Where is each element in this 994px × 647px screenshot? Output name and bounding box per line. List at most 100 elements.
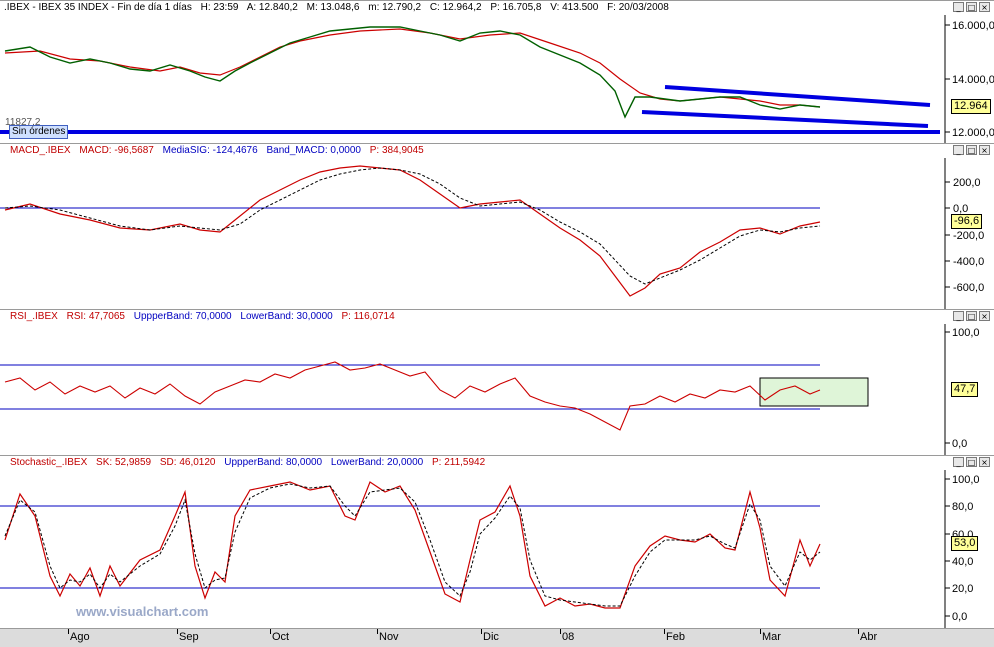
stoch-lower-label: LowerBand: 20,0000 (330, 457, 424, 468)
macd-name-label: MACD_.IBEX (10, 145, 71, 156)
month-label: Nov (379, 631, 399, 643)
rsi-pane[interactable]: RSI_.IBEX RSI: 47,7065 UppperBand: 70,00… (0, 309, 994, 456)
time-axis: Ago Sep Oct Nov Dic 08 Feb Mar Abr (0, 628, 994, 647)
low-label: m: 12.790,2 (368, 2, 422, 13)
macd-y-ticks: 200,0 0,0 -200,0 -400,0 -600,0 (945, 177, 984, 294)
minimize-button[interactable]: _ (953, 457, 964, 467)
last-value-box: 12.964 (951, 99, 991, 114)
macd-last-value-box: -96,6 (951, 214, 983, 229)
y-tick-label: 80,0 (952, 501, 973, 513)
price-pane-window-buttons: _ □ × (953, 2, 990, 12)
macd-pane-window-buttons: _ □ × (953, 145, 990, 155)
stochastic-pane-window-buttons: _ □ × (953, 457, 990, 467)
upper-trend-line[interactable] (664, 85, 931, 107)
stoch-sk-line (4, 481, 821, 609)
y-tick-label: 100,0 (952, 327, 980, 339)
y-tick-label: -400,0 (953, 256, 984, 268)
y-tick-label: 200,0 (953, 177, 981, 189)
month-label: Abr (860, 631, 878, 643)
month-tick (481, 629, 482, 634)
rsi-pane-window-buttons: _ □ × (953, 311, 990, 321)
month-label: Mar (762, 631, 781, 643)
minimize-button[interactable]: _ (953, 311, 964, 321)
volume-label: V: 413.500 (550, 2, 599, 13)
price-tag: 11827,2 (5, 117, 41, 128)
maximize-button[interactable]: □ (966, 457, 977, 467)
price-pane-header: .IBEX - IBEX 35 INDEX - Fin de día 1 día… (0, 1, 994, 15)
close-button[interactable]: × (979, 145, 990, 155)
maximize-button[interactable]: □ (966, 2, 977, 12)
p-label: P: 16.705,8 (490, 2, 542, 13)
month-label: Dic (483, 631, 499, 643)
high-label: M: 13.048,6 (306, 2, 360, 13)
y-tick-label: -200,0 (953, 230, 984, 242)
minimize-button[interactable]: _ (953, 2, 964, 12)
month-tick (760, 629, 761, 634)
rsi-line (4, 361, 821, 431)
month-label: Ago (70, 631, 90, 643)
month-label: Sep (179, 631, 199, 643)
stoch-sd-line (4, 483, 821, 607)
month-tick (664, 629, 665, 634)
stoch-name-label: Stochastic_.IBEX (10, 457, 88, 468)
watermark: www.visualchart.com (76, 604, 209, 619)
stoch-p-label: P: 211,5942 (431, 457, 486, 468)
date-label: F: 20/03/2008 (607, 2, 669, 13)
symbol-label: .IBEX - IBEX 35 INDEX - Fin de día 1 día… (4, 2, 192, 13)
macd-chart: 200,0 0,0 -200,0 -400,0 -600,0 (0, 158, 984, 310)
time-label: H: 23:59 (200, 2, 239, 13)
y-tick-label: 100,0 (952, 474, 980, 486)
y-tick-label: 14.000,0 (952, 74, 994, 86)
macd-band-label: Band_MACD: 0,0000 (266, 145, 361, 156)
close-button[interactable]: × (979, 457, 990, 467)
y-tick-label: -600,0 (953, 282, 984, 294)
macd-p-label: P: 384,9045 (369, 145, 424, 156)
y-tick-label: 0,0 (952, 611, 967, 623)
macd-pane[interactable]: MACD_.IBEX MACD: -96,5687 MediaSIG: -124… (0, 143, 994, 310)
macd-signal-label: MediaSIG: -124,4676 (162, 145, 258, 156)
month-tick (270, 629, 271, 634)
lower-trend-line[interactable] (641, 110, 929, 128)
price-line (4, 26, 821, 119)
close-label: C: 12.964,2 (429, 2, 482, 13)
rsi-name-label: RSI_.IBEX (10, 311, 58, 322)
month-tick (858, 629, 859, 634)
month-tick (377, 629, 378, 634)
maximize-button[interactable]: □ (966, 145, 977, 155)
close-button[interactable]: × (979, 2, 990, 12)
y-tick-label: 0,0 (953, 203, 968, 215)
price-pane[interactable]: .IBEX - IBEX 35 INDEX - Fin de día 1 día… (0, 0, 994, 144)
month-label: Feb (666, 631, 685, 643)
stoch-upper-label: UppperBand: 80,0000 (224, 457, 323, 468)
y-tick-label: 20,0 (952, 583, 973, 595)
month-tick (68, 629, 69, 634)
open-label: A: 12.840,2 (246, 2, 298, 13)
stoch-sk-label: SK: 52,9859 (96, 457, 152, 468)
macd-line (4, 165, 821, 297)
rsi-pane-header: RSI_.IBEX RSI: 47,7065 UppperBand: 70,00… (0, 310, 994, 324)
rsi-lower-label: LowerBand: 30,0000 (240, 311, 333, 322)
stochastic-pane[interactable]: Stochastic_.IBEX SK: 52,9859 SD: 46,0120… (0, 455, 994, 629)
price-chart: 16.000,0 14.000,0 12.000,0 (0, 15, 994, 144)
month-label: 08 (562, 631, 575, 643)
stochastic-pane-header: Stochastic_.IBEX SK: 52,9859 SD: 46,0120… (0, 456, 994, 470)
y-tick-label: 12.000,0 (952, 127, 994, 139)
rsi-upper-label: UppperBand: 70,0000 (133, 311, 232, 322)
y-tick-label: 0,0 (952, 438, 967, 450)
maximize-button[interactable]: □ (966, 311, 977, 321)
orders-tag[interactable]: Sin órdenes (9, 125, 69, 139)
month-tick (177, 629, 178, 634)
rsi-last-value-box: 47,7 (951, 382, 979, 397)
minimize-button[interactable]: _ (953, 145, 964, 155)
macd-pane-header: MACD_.IBEX MACD: -96,5687 MediaSIG: -124… (0, 144, 994, 158)
rsi-value-label: RSI: 47,7065 (66, 311, 125, 322)
rsi-chart: 100,0 0,0 (0, 324, 980, 456)
month-label: Oct (272, 631, 290, 643)
stoch-last-value-box: 53,0 (951, 536, 979, 551)
y-tick-label: 40,0 (952, 556, 973, 568)
month-tick (560, 629, 561, 634)
macd-value-label: MACD: -96,5687 (79, 145, 154, 156)
rsi-p-label: P: 116,0714 (341, 311, 395, 322)
y-tick-label: 16.000,0 (952, 20, 994, 32)
close-button[interactable]: × (979, 311, 990, 321)
